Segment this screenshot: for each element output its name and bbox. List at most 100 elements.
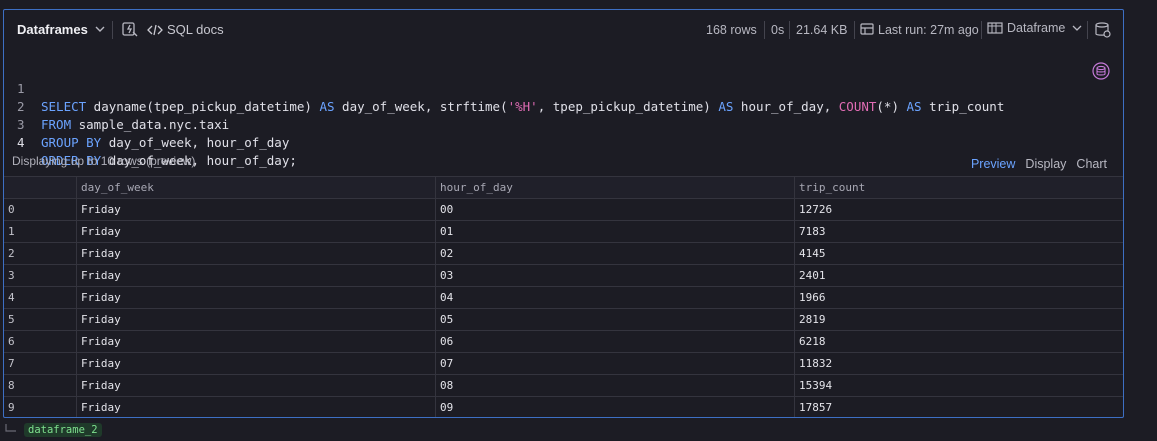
table-row[interactable]: 7 Friday 07 11832 — [4, 352, 1123, 375]
table-row[interactable]: 0 Friday 00 12726 — [4, 198, 1123, 221]
run-settings-icon[interactable] — [121, 20, 139, 38]
header-divider — [854, 21, 855, 39]
table-cell: 02 — [435, 243, 794, 265]
preview-caption: Displaying up to 10 rows (preview) — [12, 154, 196, 168]
table-cell: 15394 — [794, 375, 1123, 397]
header-divider — [1087, 21, 1088, 39]
tab-display[interactable]: Display — [1025, 157, 1067, 171]
output-type-select[interactable]: Dataframe — [987, 21, 1083, 35]
code-text: ORDER BY day_of_week, hour_of_day; — [41, 153, 297, 168]
line-number: 3 — [17, 117, 25, 132]
table-cell: 00 — [435, 199, 794, 221]
row-index: 9 — [8, 401, 15, 414]
index-header — [4, 177, 76, 199]
table-row[interactable]: 8 Friday 08 15394 — [4, 374, 1123, 397]
table-cell: 2401 — [794, 265, 1123, 287]
row-count: 168 rows — [706, 23, 757, 37]
output-variable: dataframe_2 — [4, 423, 102, 437]
tab-preview[interactable]: Preview — [970, 157, 1016, 178]
sql-editor[interactable]: 1 SELECT dayname(tpep_pickup_datetime) A… — [4, 60, 1123, 168]
table-cell: 03 — [435, 265, 794, 287]
table-cell: Friday — [76, 353, 435, 375]
table-cell: Friday — [76, 309, 435, 331]
table-icon — [860, 23, 874, 35]
table-cell: 4145 — [794, 243, 1123, 265]
dataframe-name-badge[interactable]: dataframe_2 — [24, 423, 102, 437]
dataframe-icon — [987, 22, 1003, 34]
table-cell: 04 — [435, 287, 794, 309]
line-number: 2 — [17, 99, 25, 114]
column-header[interactable]: hour_of_day — [435, 177, 794, 199]
sql-docs-label: SQL docs — [167, 22, 224, 37]
header-divider — [764, 21, 765, 39]
table-cell: 05 — [435, 309, 794, 331]
row-index: 8 — [8, 379, 15, 392]
row-index: 5 — [8, 313, 15, 326]
chevron-down-icon — [1072, 25, 1082, 31]
header-divider — [112, 21, 113, 39]
code-line: 4 ORDER BY day_of_week, hour_of_day; — [4, 116, 1123, 168]
code-line: 3 GROUP BY day_of_week, hour_of_day — [4, 98, 1123, 150]
view-tabs: Preview Display Chart — [961, 157, 1107, 178]
code-icon — [147, 24, 163, 35]
table-row[interactable]: 1 Friday 01 7183 — [4, 220, 1123, 243]
table-cell: 11832 — [794, 353, 1123, 375]
table-cell: Friday — [76, 287, 435, 309]
table-cell: 12726 — [794, 199, 1123, 221]
row-index: 0 — [8, 203, 15, 216]
table-cell: 6218 — [794, 331, 1123, 353]
output-arrow-icon — [5, 424, 16, 432]
table-cell: 07 — [435, 353, 794, 375]
table-cell: 7183 — [794, 221, 1123, 243]
table-cell: 01 — [435, 221, 794, 243]
database-settings-icon[interactable] — [1094, 21, 1112, 39]
table-row[interactable]: 2 Friday 02 4145 — [4, 242, 1123, 265]
output-type-label: Dataframe — [1007, 21, 1066, 35]
table-cell: Friday — [76, 265, 435, 287]
table-cell: Friday — [76, 375, 435, 397]
chevron-down-icon[interactable] — [94, 22, 106, 36]
row-index: 1 — [8, 225, 15, 238]
line-number: 1 — [17, 81, 25, 96]
table-cell: Friday — [76, 243, 435, 265]
header-divider — [789, 21, 790, 39]
table-cell: Friday — [76, 397, 435, 417]
cell-header: Dataframes SQL docs 168 rows 0s 21.64 KB… — [4, 10, 1123, 50]
table-cell: 1966 — [794, 287, 1123, 309]
table-cell: 17857 — [794, 397, 1123, 417]
code-text: SELECT dayname(tpep_pickup_datetime) AS … — [41, 99, 1005, 114]
column-header[interactable]: trip_count — [794, 177, 1123, 199]
table-cell: Friday — [76, 199, 435, 221]
column-header[interactable]: day_of_week — [76, 177, 435, 199]
last-run-status: Last run: 27m ago — [878, 23, 979, 37]
tab-chart[interactable]: Chart — [1076, 157, 1107, 171]
line-number: 4 — [17, 135, 25, 150]
header-divider — [981, 21, 982, 39]
table-cell: 08 — [435, 375, 794, 397]
code-line: 2 FROM sample_data.nyc.taxi — [4, 80, 1123, 132]
table-cell: 06 — [435, 331, 794, 353]
row-index: 2 — [8, 247, 15, 260]
code-text: GROUP BY day_of_week, hour_of_day — [41, 135, 290, 150]
table-row[interactable]: 6 Friday 06 6218 — [4, 330, 1123, 353]
table-header-row: day_of_week hour_of_day trip_count — [4, 176, 1123, 199]
row-index: 4 — [8, 291, 15, 304]
row-index: 3 — [8, 269, 15, 282]
table-cell: Friday — [76, 331, 435, 353]
sql-cell: Dataframes SQL docs 168 rows 0s 21.64 KB… — [3, 9, 1124, 418]
table-row[interactable]: 5 Friday 05 2819 — [4, 308, 1123, 331]
row-index: 7 — [8, 357, 15, 370]
table-row[interactable]: 4 Friday 04 1966 — [4, 286, 1123, 309]
run-duration: 0s — [771, 23, 785, 37]
sql-docs-link[interactable]: SQL docs — [147, 22, 224, 37]
table-row[interactable]: 9 Friday 09 17857 — [4, 396, 1123, 417]
database-icon[interactable] — [1092, 62, 1110, 80]
result-size: 21.64 KB — [796, 23, 848, 37]
table-row[interactable]: 3 Friday 03 2401 — [4, 264, 1123, 287]
table-cell: 09 — [435, 397, 794, 417]
row-index: 6 — [8, 335, 15, 348]
table-cell: Friday — [76, 221, 435, 243]
table-cell: 2819 — [794, 309, 1123, 331]
code-text: FROM sample_data.nyc.taxi — [41, 117, 230, 132]
code-line: 1 SELECT dayname(tpep_pickup_datetime) A… — [4, 62, 1123, 114]
